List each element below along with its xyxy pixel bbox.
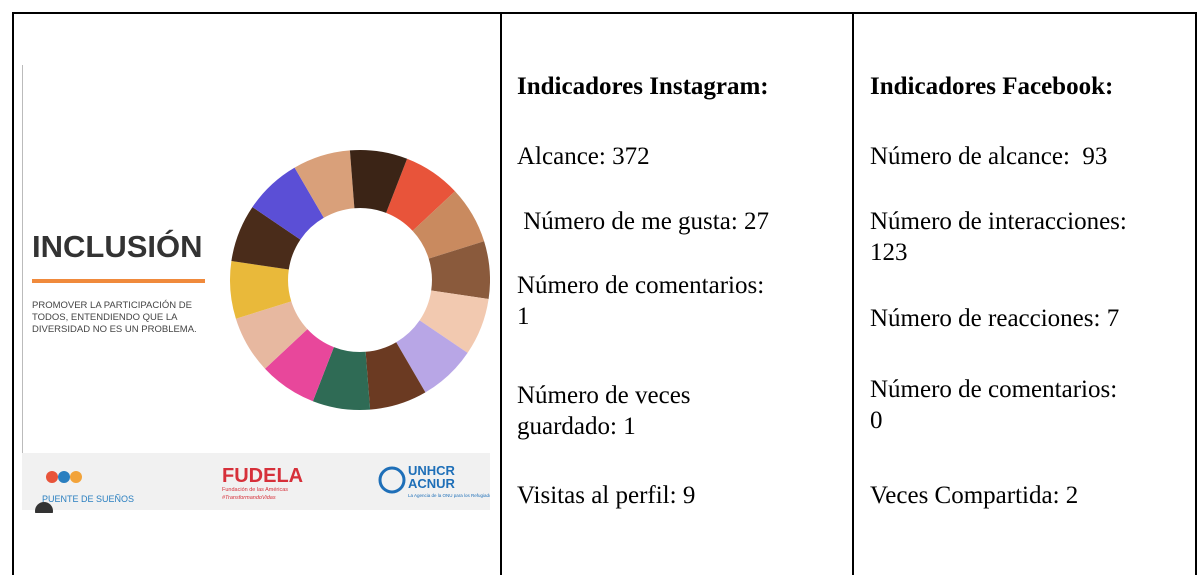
hand-segment — [230, 261, 292, 319]
hand-segment — [252, 167, 324, 240]
logo-icon — [46, 471, 58, 483]
hand-segment — [396, 320, 468, 393]
logo-name: UNHCR — [408, 463, 456, 478]
indicator-text: Número de alcance: 93 — [870, 143, 1108, 170]
indicator-text: guardado: 1 — [517, 413, 636, 440]
hand-segment — [265, 329, 334, 402]
hand-segment — [386, 158, 455, 231]
hand-segment — [349, 150, 408, 213]
indicator-text: Número de me gusta: 27 — [517, 208, 770, 235]
image-text: TODOS, ENTENDIENDO QUE LA — [32, 312, 178, 323]
logo-icon — [58, 471, 70, 483]
indicator-text: Número de interacciones: — [870, 208, 1127, 235]
indicator-text: Número de comentarios: — [870, 376, 1118, 403]
table-border — [500, 12, 502, 575]
indicator-text: Veces Compartida: 2 — [870, 482, 1079, 509]
logo-strip — [22, 453, 490, 510]
hand-segment — [365, 342, 426, 410]
hand-segment — [428, 241, 490, 299]
column-header: Indicadores Instagram: — [517, 73, 769, 100]
logo-name: FUDELA — [222, 465, 303, 487]
avatar-dot — [35, 502, 53, 513]
indicator-text: 123 — [870, 239, 908, 266]
logo-name: ACNUR — [408, 476, 456, 491]
indicator-text: Número de comentarios: — [517, 272, 765, 299]
post-image: INCLUSIÓN PROMOVER LA PARTICIPACIÓN DETO… — [22, 65, 490, 513]
logo-sub: Fundación de las Américas — [222, 487, 288, 493]
logo-tag: #TransformandoVidas — [222, 495, 276, 501]
hand-segment — [231, 207, 301, 270]
logo-sub: La Agencia de la ONU para los Refugiados — [408, 493, 490, 498]
logo-name: PUENTE DE SUEÑOS — [42, 494, 134, 504]
indicator-text: 1 — [517, 303, 530, 330]
hand-segment — [235, 301, 308, 369]
logo-icon — [70, 471, 82, 483]
hand-segment — [312, 347, 371, 410]
title-underline — [32, 279, 205, 283]
image-text: DIVERSIDAD NO ES UN PROBLEMA. — [32, 324, 197, 335]
indicator-text: 0 — [870, 407, 883, 434]
image-text: PROMOVER LA PARTICIPACIÓN DE — [32, 300, 192, 311]
table-border — [12, 12, 14, 575]
indicator-text: Alcance: 372 — [517, 143, 650, 170]
indicator-text: Visitas al perfil: 9 — [517, 482, 696, 509]
hand-segment — [294, 150, 355, 218]
hand-segment — [419, 290, 489, 353]
indicator-text: Número de veces — [517, 382, 691, 409]
table-border — [1195, 12, 1197, 575]
logo-icon — [378, 466, 406, 494]
column-header: Indicadores Facebook: — [870, 73, 1114, 100]
table-border — [12, 12, 1197, 14]
indicator-text: Número de reacciones: 7 — [870, 305, 1120, 332]
table-border — [852, 12, 854, 575]
image-title: INCLUSIÓN — [32, 228, 203, 264]
hand-segment — [412, 191, 485, 259]
